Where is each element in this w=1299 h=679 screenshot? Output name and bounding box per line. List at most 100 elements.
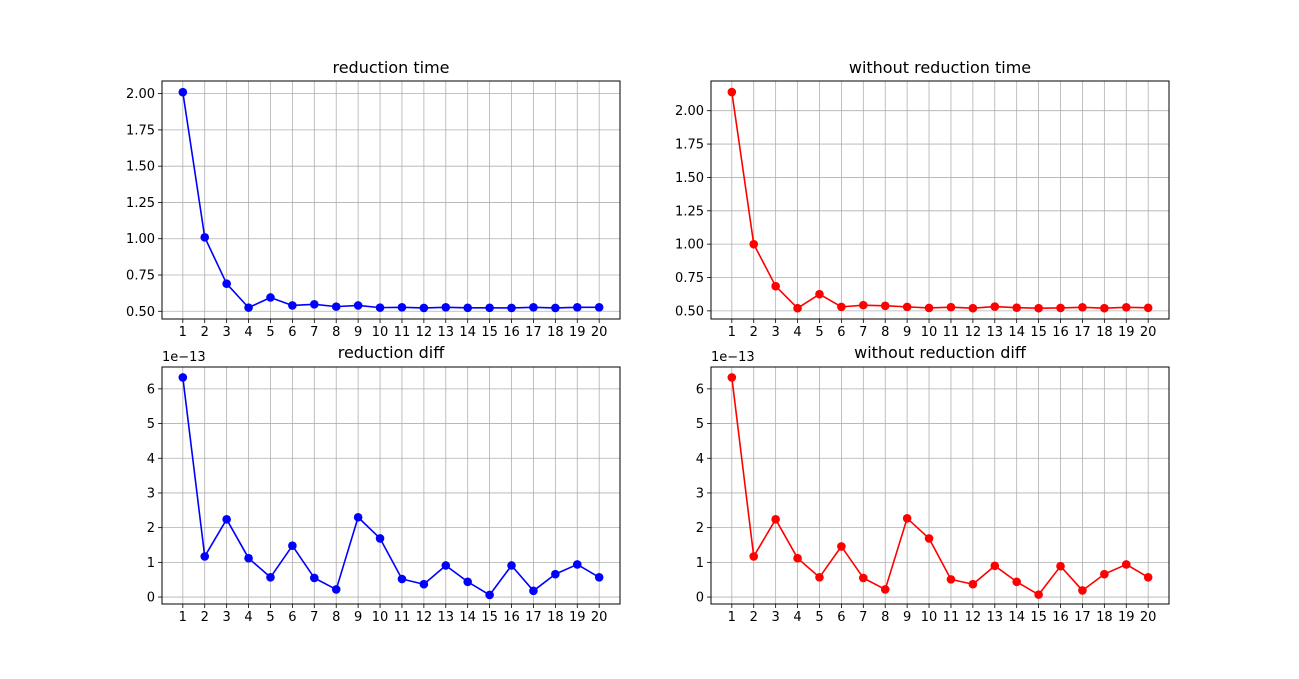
x-tick-label: 9 <box>903 325 911 340</box>
data-point <box>837 302 846 312</box>
data-point <box>507 561 516 570</box>
y-axis-offset-text: 1e−13 <box>711 350 755 365</box>
x-tick-label: 6 <box>288 325 296 340</box>
x-tick-label: 7 <box>859 325 867 340</box>
data-point <box>1143 303 1153 313</box>
x-tick-label: 3 <box>772 610 780 625</box>
data-point <box>902 302 912 312</box>
data-point <box>331 302 341 311</box>
y-tick-label: 1.75 <box>675 138 704 153</box>
grid <box>162 367 620 604</box>
series-markers <box>727 373 1153 599</box>
x-tick-label: 15 <box>1030 610 1047 625</box>
grid <box>162 81 620 319</box>
y-tick-label: 2 <box>147 521 155 536</box>
grid <box>711 367 1169 604</box>
x-tick-label: 20 <box>1140 325 1157 340</box>
data-point <box>880 301 890 311</box>
data-point <box>485 303 494 313</box>
data-point <box>222 515 231 524</box>
x-tick-label: 19 <box>569 610 586 625</box>
x-tick-label: 8 <box>332 325 340 340</box>
data-point <box>266 572 275 582</box>
plot-frame <box>710 366 1170 605</box>
y-tick-label: 1.25 <box>675 204 704 219</box>
data-point <box>880 585 890 594</box>
x-tick-label: 17 <box>1074 325 1091 340</box>
x-tick-label: 5 <box>266 325 274 340</box>
y-axis: 0.50 0.75 1.00 1.25 1.50 1.75 2.00 <box>675 104 711 319</box>
y-tick-label: 3 <box>147 486 155 501</box>
x-axis: 1 2 3 4 5 6 7 8 9 10 11 12 13 14 15 16 17 18 19 20 <box>179 319 607 340</box>
x-tick-label: 1 <box>179 325 187 340</box>
series-line <box>182 377 600 596</box>
x-tick-label: 12 <box>965 610 982 625</box>
y-tick-label: 1 <box>696 556 704 571</box>
y-tick-label: 1.00 <box>675 238 704 253</box>
y-tick-label: 1.50 <box>675 171 704 186</box>
y-tick-label: 6 <box>696 382 704 397</box>
x-tick-label: 2 <box>750 610 758 625</box>
x-tick-label: 13 <box>438 610 455 625</box>
data-point <box>485 590 494 600</box>
x-tick-label: 17 <box>1074 610 1091 625</box>
chart-title: without reduction time <box>849 58 1031 77</box>
data-point <box>463 303 472 313</box>
y-axis: 0 1 2 3 4 5 6 <box>696 382 711 606</box>
data-point <box>946 575 956 584</box>
data-point <box>331 585 341 594</box>
data-point <box>288 301 297 310</box>
data-point <box>463 577 472 587</box>
plot-frame <box>710 80 1170 320</box>
data-point <box>222 279 231 289</box>
y-tick-label: 0.75 <box>126 268 155 283</box>
y-tick-label: 0 <box>696 591 704 606</box>
y-tick-label: 1.00 <box>126 232 155 247</box>
data-point <box>771 515 780 524</box>
data-point <box>771 281 780 291</box>
data-point <box>859 573 868 583</box>
data-point <box>178 373 188 382</box>
x-tick-label: 2 <box>201 610 209 625</box>
chart-title: reduction time <box>332 58 449 77</box>
data-point <box>1143 572 1153 582</box>
data-point <box>1121 560 1131 569</box>
x-tick-label: 11 <box>943 325 960 340</box>
x-tick-label: 3 <box>772 325 780 340</box>
x-tick-label: 3 <box>223 325 231 340</box>
x-axis: 1 2 3 4 5 6 7 8 9 10 11 12 13 14 15 16 17 18 19 20 <box>728 319 1157 340</box>
y-tick-label: 5 <box>696 417 704 432</box>
y-tick-label: 1.75 <box>126 123 155 138</box>
x-tick-label: 15 <box>481 325 498 340</box>
data-point <box>244 303 253 312</box>
x-tick-label: 2 <box>201 325 209 340</box>
data-point <box>1078 302 1087 312</box>
data-point <box>990 302 1000 311</box>
data-point <box>551 569 560 579</box>
series-markers <box>727 87 1153 313</box>
x-tick-label: 7 <box>310 325 318 340</box>
x-axis: 1 2 3 4 5 6 7 8 9 10 11 12 13 14 15 16 17 18 19 20 <box>179 604 607 625</box>
x-tick-label: 14 <box>459 325 476 340</box>
y-tick-label: 4 <box>696 452 704 467</box>
x-tick-label: 13 <box>987 325 1004 340</box>
x-tick-label: 18 <box>1096 325 1113 340</box>
x-tick-label: 13 <box>438 325 455 340</box>
x-tick-label: 17 <box>525 610 542 625</box>
x-tick-label: 17 <box>525 325 542 340</box>
data-point <box>749 239 759 249</box>
data-point <box>244 553 253 563</box>
data-point <box>419 303 429 313</box>
data-point <box>727 87 737 97</box>
x-axis: 1 2 3 4 5 6 7 8 9 10 11 12 13 14 15 16 17 18 19 20 <box>728 604 1157 625</box>
x-tick-label: 20 <box>1140 610 1157 625</box>
x-tick-label: 6 <box>288 610 296 625</box>
data-point <box>288 541 297 551</box>
data-point <box>1056 303 1065 313</box>
x-tick-label: 9 <box>354 610 362 625</box>
subplot-reduction-diff: 1 2 3 4 5 6 7 8 9 10 11 12 13 14 15 16 17 18 19 20 0123456 … <box>147 343 621 625</box>
x-tick-label: 16 <box>503 325 520 340</box>
x-tick-label: 16 <box>503 610 520 625</box>
subplot-without-reduction-time: 1 2 3 4 5 6 7 8 9 10 11 12 13 14 15 16 17 18 19 20 0.500.75… <box>675 58 1170 340</box>
data-point <box>727 373 737 382</box>
